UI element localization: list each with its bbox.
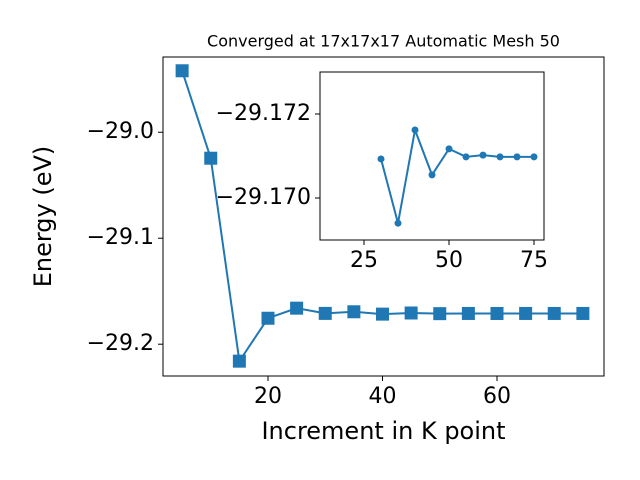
plot-group (175, 64, 590, 368)
y-tick-label: −29.172 (216, 101, 311, 126)
marker (204, 151, 218, 165)
marker (461, 306, 475, 320)
marker (462, 153, 470, 161)
x-tick-label: 50 (435, 248, 463, 273)
marker (445, 145, 453, 153)
marker (411, 126, 419, 134)
axes-frame (319, 71, 545, 241)
marker (490, 306, 504, 320)
chart-title: Converged at 17x17x17 Automatic Mesh 50 (207, 32, 560, 51)
x-tick-label: 20 (254, 384, 282, 409)
marker (519, 306, 533, 320)
y-tick-label: −29.1 (87, 225, 154, 250)
x-tick-label: 40 (368, 384, 396, 409)
marker (530, 153, 538, 161)
x-axis-label: Increment in K point (261, 417, 505, 445)
marker (428, 171, 436, 179)
marker (377, 155, 385, 163)
marker (547, 306, 561, 320)
marker (404, 306, 418, 320)
marker (576, 306, 590, 320)
y-tick-label: −29.2 (87, 331, 154, 356)
y-axis-label: Energy (eV) (29, 146, 57, 288)
x-tick-label: 75 (520, 248, 548, 273)
y-tick-label: −29.0 (87, 119, 154, 144)
plot-group (377, 126, 538, 227)
marker (175, 64, 189, 78)
marker (375, 307, 389, 321)
axes-frame (162, 56, 605, 377)
marker (318, 306, 332, 320)
marker (290, 301, 304, 315)
marker (261, 311, 275, 325)
x-tick-label: 25 (350, 248, 378, 273)
marker (232, 354, 246, 368)
marker (479, 151, 487, 159)
series-line (380, 126, 535, 224)
marker (433, 307, 447, 321)
y-tick-label: −29.170 (216, 185, 311, 210)
marker (496, 153, 504, 161)
x-tick-label: 60 (483, 384, 511, 409)
marker (347, 305, 361, 319)
marker (394, 219, 402, 227)
marker (513, 153, 521, 161)
